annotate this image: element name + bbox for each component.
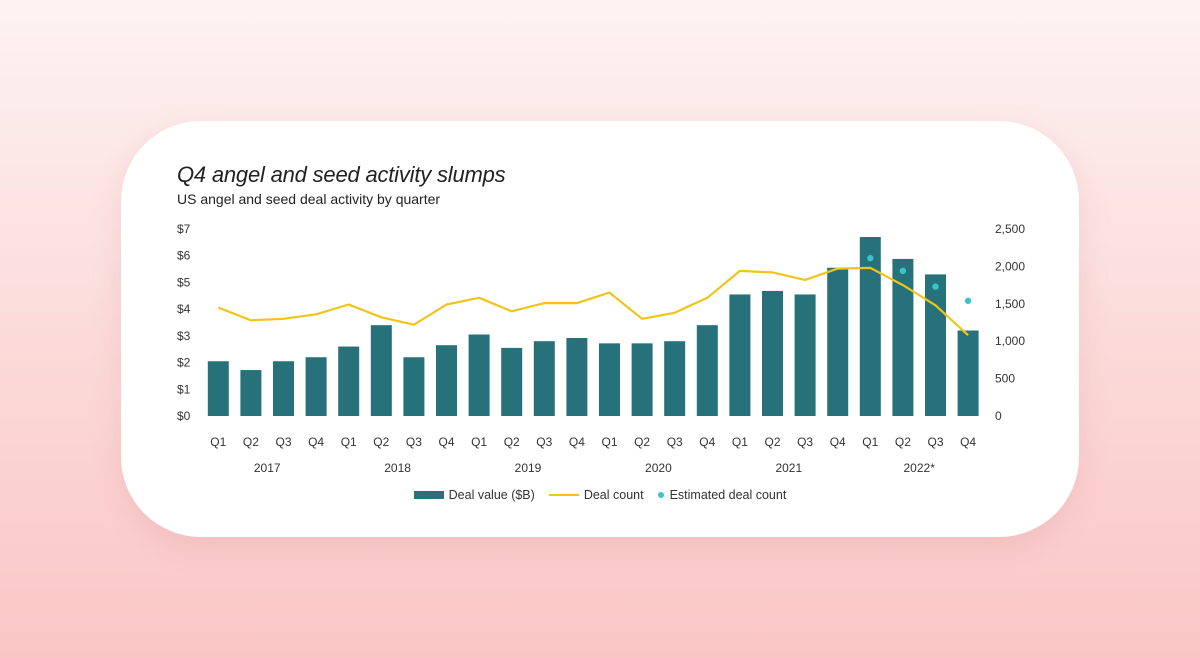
chart-subtitle: US angel and seed deal activity by quart…	[177, 191, 441, 207]
y-left-tick-label: $6	[177, 249, 191, 263]
x-tick-label: Q1	[601, 435, 617, 449]
x-tick-label: Q4	[438, 435, 454, 449]
y-right-tick-label: 0	[995, 409, 1002, 423]
bar-series	[207, 237, 979, 416]
y-left-tick-label: $3	[177, 329, 191, 343]
y-right-tick-label: 1,500	[995, 297, 1025, 311]
y-left-tick-label: $7	[177, 222, 191, 236]
x-tick-label: Q4	[569, 435, 585, 449]
bar	[207, 361, 229, 416]
y-right-tick-label: 500	[995, 372, 1015, 386]
legend-item-deal-value: Deal value ($B)	[413, 488, 535, 502]
bar	[468, 334, 490, 416]
x-tick-label: Q4	[830, 435, 846, 449]
x-tick-label: Q2	[895, 435, 911, 449]
x-tick-label: Q1	[471, 435, 487, 449]
x-tick-label: Q4	[699, 435, 715, 449]
bar	[338, 346, 360, 416]
x-tick-label: Q1	[341, 435, 357, 449]
bar	[599, 343, 620, 416]
x-year-label: 2017	[254, 461, 281, 475]
bar	[403, 357, 425, 416]
left-axis: $0 $1 $2 $3 $4 $5 $6 $7	[177, 222, 191, 423]
right-axis: 0 500 1,000 1,500 2,000 2,500	[995, 222, 1025, 423]
legend-label-estimated: Estimated deal count	[669, 488, 787, 502]
legend-label-deal-count: Deal count	[583, 488, 644, 502]
x-tick-label: Q2	[764, 435, 780, 449]
x-axis-labels: Q1 Q2 Q3 Q4 Q1 Q2 Q3 Q4 Q1 Q2 Q3 Q4 Q1 Q2 Q3 Q4 Q1 Q2 Q3 Q4…	[210, 435, 976, 475]
line-series	[217, 266, 969, 337]
legend-bar-swatch	[413, 491, 444, 499]
x-tick-label: Q3	[275, 435, 291, 449]
y-left-tick-label: $5	[177, 275, 191, 289]
bar	[566, 337, 588, 416]
x-year-label: 2022*	[904, 461, 936, 475]
x-year-label: 2018	[384, 461, 411, 475]
bar	[957, 330, 979, 416]
estimate-point	[932, 283, 939, 290]
legend-dot-swatch	[657, 492, 664, 498]
y-right-tick-label: 2,000	[995, 259, 1025, 273]
bar	[273, 361, 294, 416]
estimate-point	[899, 267, 907, 275]
legend-line-swatch	[548, 494, 579, 496]
bar	[664, 341, 686, 416]
x-tick-label: Q1	[862, 435, 878, 449]
x-tick-label: Q4	[308, 435, 324, 449]
x-tick-label: Q3	[536, 435, 552, 449]
legend-item-deal-count: Deal count	[548, 488, 644, 502]
x-tick-label: Q2	[243, 435, 259, 449]
bar	[762, 290, 783, 416]
bar	[729, 294, 751, 416]
x-tick-label: Q2	[634, 435, 650, 449]
x-tick-label: Q3	[667, 435, 683, 449]
bar	[827, 267, 849, 416]
estimate-point	[867, 254, 874, 262]
chart-card	[121, 121, 1079, 537]
y-left-tick-label: $1	[177, 382, 191, 396]
bar	[370, 325, 392, 416]
estimate-series	[867, 254, 972, 305]
bar	[631, 343, 653, 416]
x-tick-label: Q3	[406, 435, 422, 449]
x-tick-label: Q4	[960, 435, 976, 449]
bar	[794, 294, 816, 416]
bar	[436, 345, 457, 416]
bar	[533, 341, 555, 416]
estimate-point	[964, 297, 972, 305]
legend: Deal value ($B) Deal count Estimated dea…	[0, 488, 1200, 502]
y-left-tick-label: $0	[177, 409, 191, 423]
bar	[892, 258, 914, 416]
x-tick-label: Q3	[797, 435, 813, 449]
x-year-label: 2019	[515, 461, 542, 475]
deal-count-line	[217, 266, 969, 337]
x-tick-label: Q1	[210, 435, 226, 449]
bar	[925, 274, 946, 416]
x-tick-label: Q2	[504, 435, 520, 449]
x-tick-label: Q2	[373, 435, 389, 449]
x-tick-label: Q1	[732, 435, 748, 449]
bar	[859, 237, 881, 416]
bar	[501, 347, 523, 416]
y-right-tick-label: 2,500	[995, 222, 1025, 236]
bar	[240, 370, 262, 416]
x-year-label: 2020	[645, 461, 672, 475]
y-left-tick-label: $4	[177, 302, 191, 316]
x-tick-label: Q3	[927, 435, 943, 449]
bar	[305, 357, 327, 416]
y-right-tick-label: 1,000	[995, 334, 1025, 348]
legend-item-estimated: Estimated deal count	[657, 488, 787, 502]
y-left-tick-label: $2	[177, 356, 191, 370]
bar	[696, 325, 718, 416]
x-year-label: 2021	[775, 461, 802, 475]
chart-title: Q4 angel and seed activity slumps	[177, 162, 506, 187]
legend-label-deal-value: Deal value ($B)	[448, 488, 535, 502]
